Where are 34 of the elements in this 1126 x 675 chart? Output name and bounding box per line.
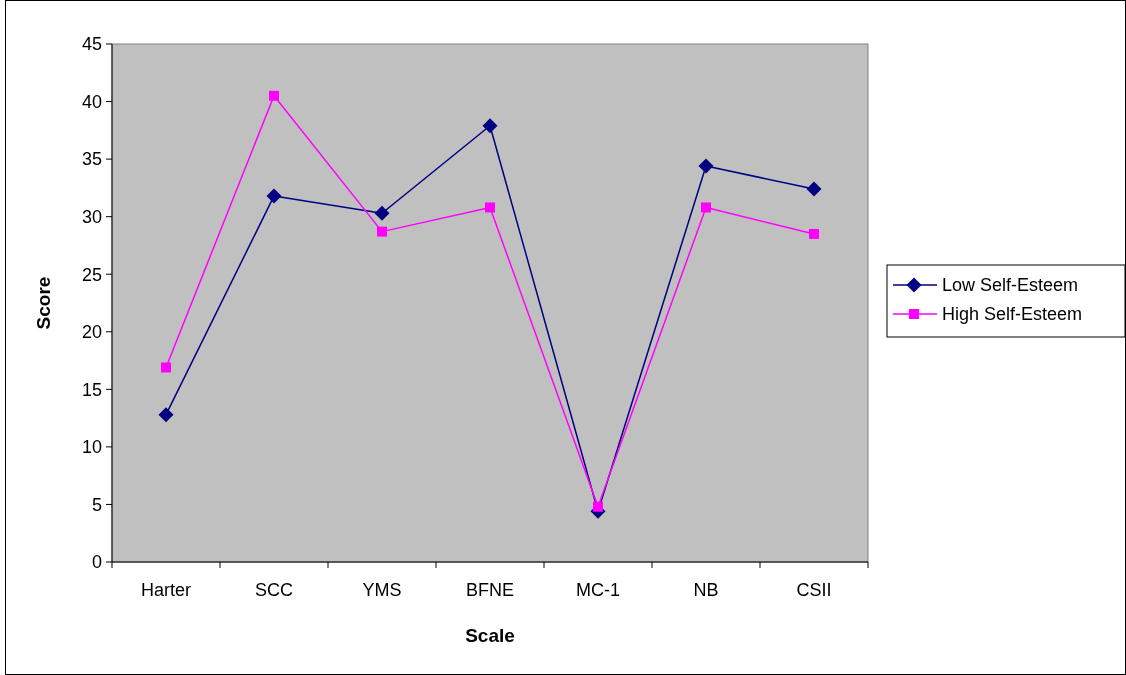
y-tick-label: 35 <box>81 149 102 170</box>
y-tick-label: 5 <box>91 494 102 515</box>
x-tick-label: MC-1 <box>576 580 620 600</box>
point <box>269 90 279 101</box>
point <box>374 205 390 221</box>
x-tick-label: Harter <box>140 580 192 600</box>
y-tick-label: 15 <box>81 379 102 400</box>
point <box>806 181 822 197</box>
x-tick-label: CSII <box>796 580 832 600</box>
point <box>377 226 387 237</box>
y-tick-label: 45 <box>81 34 102 55</box>
point <box>485 202 495 213</box>
point <box>593 501 603 512</box>
x-tick-label: SCC <box>254 580 294 600</box>
point <box>158 407 174 423</box>
point <box>698 158 714 174</box>
x-tick-label: BFNE <box>465 580 515 600</box>
x-tick-label: YMS <box>362 580 402 600</box>
y-tick-label: 25 <box>81 264 102 285</box>
y-tick-label: 20 <box>81 322 102 343</box>
point <box>809 228 819 239</box>
y-tick-label: 10 <box>81 437 102 458</box>
point <box>161 362 171 373</box>
y-axis-title: Score <box>33 276 54 330</box>
legend-label: High Self-Esteem <box>942 304 1083 325</box>
x-tick-label: NB <box>693 580 719 600</box>
y-tick-label: 30 <box>81 206 102 227</box>
x-axis-title: Scale <box>465 625 515 646</box>
point <box>266 188 282 204</box>
legend-label: Low Self-Esteem <box>942 275 1079 296</box>
y-tick-label: 40 <box>81 91 102 112</box>
point <box>701 202 711 213</box>
point <box>482 118 498 134</box>
y-tick-label: 0 <box>91 552 102 573</box>
